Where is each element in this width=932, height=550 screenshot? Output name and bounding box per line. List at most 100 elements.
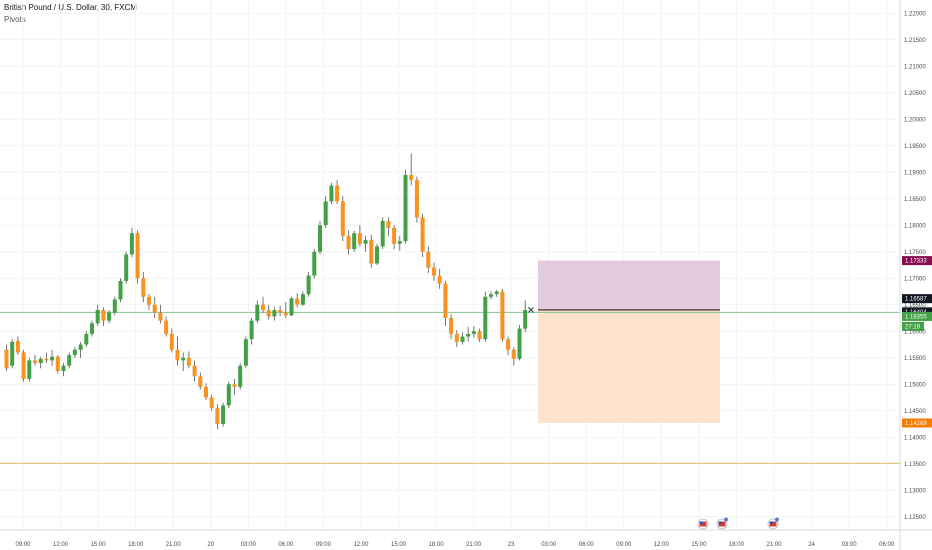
- candle-body: [204, 386, 208, 398]
- y-tick-label: 1.19000: [904, 170, 926, 176]
- candle-body: [283, 312, 288, 316]
- candle-body: [101, 310, 106, 321]
- y-tick-label: 1.15000: [904, 382, 926, 388]
- candle-body: [107, 312, 112, 321]
- x-tick-label: 23: [508, 542, 515, 548]
- candle-body: [90, 323, 94, 334]
- y-tick-label: 1.13500: [904, 462, 926, 468]
- candle-body: [295, 298, 300, 305]
- x-tick-label: 18:00: [128, 542, 144, 548]
- y-tick-label: 1.21000: [904, 64, 926, 70]
- candle-body: [50, 356, 55, 361]
- x-tick-label: 24: [808, 542, 815, 548]
- y-tick-label: 1.14500: [904, 409, 926, 415]
- y-tick-label: 1.15500: [904, 356, 926, 362]
- us-flag-canton: [718, 521, 722, 524]
- x-tick-label: 09:00: [616, 542, 632, 548]
- indicator-label[interactable]: Pivots: [4, 15, 26, 24]
- candle-body: [10, 341, 15, 366]
- candle-body: [152, 304, 157, 313]
- candle-body: [363, 240, 368, 244]
- candle-body: [124, 254, 129, 281]
- candle-body: [266, 310, 271, 317]
- candle-body: [500, 291, 505, 340]
- candle-body: [272, 310, 277, 317]
- stop-loss-zone[interactable]: [538, 309, 720, 423]
- profit-zone[interactable]: [538, 260, 720, 310]
- chart-title: British Pound / U.S. Dollar, 30, FXCM: [4, 3, 137, 12]
- us-flag-canton: [769, 521, 773, 524]
- candle-body: [221, 405, 226, 424]
- candle-body: [67, 355, 72, 366]
- candle-body: [226, 384, 231, 406]
- candle-body: [278, 310, 283, 313]
- candle-body: [432, 267, 436, 276]
- candle-body: [255, 304, 260, 321]
- entry-price-tag: [902, 307, 932, 317]
- candle-body: [38, 358, 43, 364]
- x-tick-label: 12:00: [353, 542, 369, 548]
- y-tick-label: 1.13000: [904, 488, 926, 494]
- candle-body: [477, 331, 482, 340]
- candle-body: [78, 344, 83, 350]
- candle-body: [175, 349, 180, 361]
- candle-body: [238, 365, 243, 387]
- y-tick-label: 1.18500: [904, 197, 926, 203]
- y-tick-label: 1.20500: [904, 91, 926, 97]
- x-tick-label: 18:00: [429, 542, 445, 548]
- candle-body: [21, 352, 26, 379]
- x-tick-label: 03:00: [241, 542, 257, 548]
- candle-body: [335, 185, 340, 202]
- candle-body: [318, 225, 322, 252]
- candle-body: [323, 201, 328, 226]
- candle-body: [158, 312, 163, 321]
- candle-body: [306, 275, 311, 295]
- y-tick-label: 1.22000: [904, 11, 926, 17]
- candle-body: [164, 320, 169, 334]
- x-tick-label: 15:00: [391, 542, 407, 548]
- candle-body: [135, 233, 140, 279]
- candle-body: [198, 376, 203, 387]
- candle-body: [261, 304, 265, 311]
- candle-body: [232, 384, 237, 387]
- x-tick-label: 21:00: [766, 542, 782, 548]
- x-tick-label: 12:00: [654, 542, 670, 548]
- y-tick-label: 1.18000: [904, 223, 926, 229]
- candle-body: [186, 357, 191, 366]
- y-tick-label: 1.17500: [904, 250, 926, 256]
- x-tick-label: 21:00: [166, 542, 182, 548]
- x-tick-label: 03:00: [541, 542, 557, 548]
- candle-body: [403, 174, 408, 242]
- candle-body: [483, 296, 488, 340]
- candle-body: [4, 349, 9, 369]
- x-tick-label: 06:00: [579, 542, 595, 548]
- event-count-badge: [724, 517, 728, 522]
- x-tick-label: 18:00: [729, 542, 745, 548]
- candle-body: [494, 291, 499, 295]
- stop-price-tag-text: 1.14269: [905, 421, 927, 427]
- y-tick-label: 1.16000: [904, 329, 926, 335]
- candle-body: [209, 397, 214, 409]
- candle-body: [437, 275, 442, 284]
- candle-body: [15, 340, 20, 353]
- candle-body: [449, 318, 454, 334]
- cursor-marker-icon: [528, 306, 534, 313]
- candle-body: [249, 320, 254, 340]
- countdown-tag: [902, 321, 924, 331]
- x-tick-label: 09:00: [316, 542, 332, 548]
- candle-body: [420, 217, 425, 252]
- candle-body: [112, 299, 117, 313]
- us-flag-canton: [699, 521, 703, 524]
- x-tick-label: 06:00: [278, 542, 294, 548]
- candle-body: [506, 339, 511, 350]
- candle-body: [466, 333, 471, 337]
- x-tick-label: 15:00: [91, 542, 107, 548]
- candle-body: [369, 240, 374, 264]
- current-price-tag-text: 1.16587: [905, 297, 927, 303]
- candle-body: [460, 336, 465, 342]
- candle-body: [392, 227, 397, 244]
- candle-body: [380, 221, 385, 247]
- x-tick-label: 09:00: [15, 542, 31, 548]
- candle-body: [147, 296, 151, 305]
